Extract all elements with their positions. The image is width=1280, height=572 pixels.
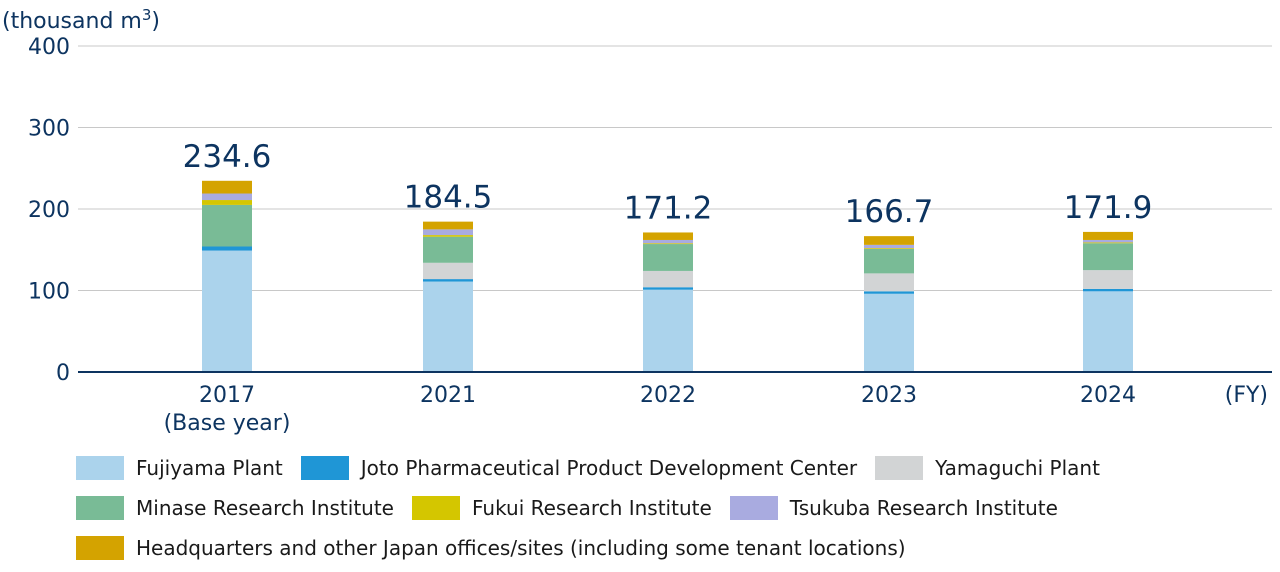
y-tick-label: 200	[28, 198, 70, 223]
bar-segment	[643, 289, 693, 372]
legend-swatch	[76, 456, 124, 480]
bar-segment	[1083, 291, 1133, 372]
legend-swatch	[76, 496, 124, 520]
legend-label: Headquarters and other Japan offices/sit…	[136, 536, 906, 560]
y-tick-label: 100	[28, 280, 70, 305]
x-tick-label: 2024	[1080, 383, 1136, 408]
legend-item-yamaguchi: Yamaguchi Plant	[875, 456, 1100, 480]
y-tick-label: 400	[28, 35, 70, 60]
bar-segment	[643, 239, 693, 244]
legend-label: Joto Pharmaceutical Product Development …	[360, 456, 858, 480]
legend-row: Minase Research Institute Fukui Research…	[76, 488, 1266, 528]
bar-segment	[1083, 242, 1133, 244]
bar-total-label: 184.5	[404, 180, 493, 216]
legend-item-tsukuba: Tsukuba Research Institute	[729, 496, 1058, 520]
legend-swatch	[411, 496, 460, 520]
bar-segment	[864, 244, 914, 249]
bar-segment	[864, 248, 914, 274]
legend-item-minase: Minase Research Institute	[76, 496, 394, 520]
x-tick-sublabel: (Base year)	[164, 411, 291, 436]
bar-segment	[202, 204, 252, 247]
bar-segment	[643, 243, 693, 245]
bar-segment	[864, 293, 914, 372]
bar-segment	[423, 281, 473, 372]
legend: Fujiyama Plant Joto Pharmaceutical Produ…	[76, 448, 1266, 568]
bar-segment	[202, 246, 252, 251]
y-tick-label: 0	[56, 361, 70, 386]
y-tick-label: 300	[28, 117, 70, 142]
y-axis-unit-label: (thousand m3)	[2, 6, 160, 34]
legend-item-fukui: Fukui Research Institute	[411, 496, 712, 520]
x-tick-label: 2023	[861, 383, 917, 408]
bar-segment	[864, 291, 914, 294]
bar-segment	[1083, 288, 1133, 292]
x-axis-unit-label: (FY)	[1225, 383, 1268, 408]
bar-segment	[1083, 270, 1133, 289]
stacked-bar-chart: 0 100 200 300 400 234.6 2017 (Base year) 184.5 20…	[2, 6, 1272, 436]
legend-swatch	[729, 496, 778, 520]
legend-row: Headquarters and other Japan offices/sit…	[76, 528, 1266, 568]
bar-segment	[1083, 231, 1133, 240]
legend-swatch	[300, 456, 349, 480]
bar-segment	[643, 244, 693, 271]
legend-row: Fujiyama Plant Joto Pharmaceutical Produ…	[76, 448, 1266, 488]
bar-segment	[1083, 243, 1133, 271]
bar-segment	[643, 287, 693, 290]
bar-segment	[643, 270, 693, 288]
bar-segment	[423, 221, 473, 230]
bars	[202, 180, 1133, 372]
bar-segment	[202, 180, 252, 194]
bar-segment	[202, 250, 252, 372]
x-tick-label: 2021	[420, 383, 476, 408]
bar-segment	[423, 235, 473, 237]
x-tick-label: 2022	[640, 383, 696, 408]
axes: 0 100 200 300 400 234.6 2017 (Base year) 184.5 20…	[28, 35, 1272, 436]
bar-segment	[202, 193, 252, 201]
bar-segment	[1083, 239, 1133, 243]
x-tick-label: 2017	[199, 383, 255, 408]
bar-total-label: 171.2	[624, 190, 713, 226]
bar-segment	[202, 200, 252, 205]
bar-total-label: 171.9	[1064, 190, 1153, 226]
legend-label: Minase Research Institute	[136, 496, 394, 520]
bar-total-label: 166.7	[845, 194, 934, 230]
legend-label: Yamaguchi Plant	[935, 456, 1100, 480]
legend-label: Fujiyama Plant	[136, 456, 283, 480]
bar-segment	[423, 279, 473, 282]
legend-item-joto: Joto Pharmaceutical Product Development …	[300, 456, 858, 480]
legend-label: Fukui Research Institute	[471, 496, 712, 520]
legend-item-headquarters: Headquarters and other Japan offices/sit…	[76, 536, 906, 560]
bar-segment	[864, 248, 914, 249]
legend-label: Tsukuba Research Institute	[789, 496, 1058, 520]
bar-segment	[864, 236, 914, 245]
bar-total-label: 234.6	[183, 139, 272, 175]
legend-item-fujiyama: Fujiyama Plant	[76, 456, 283, 480]
bar-segment	[423, 262, 473, 280]
bar-segment	[864, 273, 914, 292]
legend-swatch	[875, 456, 924, 480]
bar-segment	[643, 232, 693, 240]
legend-swatch	[76, 536, 124, 560]
bar-segment	[423, 236, 473, 263]
bar-segment	[423, 229, 473, 236]
